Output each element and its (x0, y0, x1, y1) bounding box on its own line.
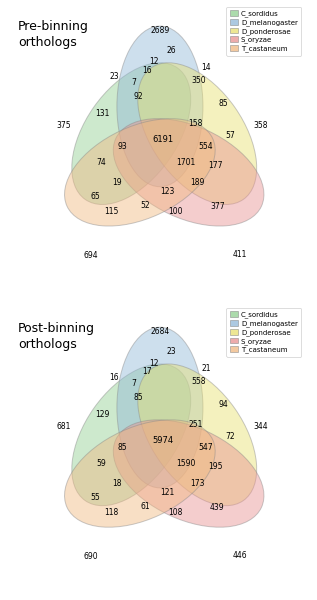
Legend: C_sordidus, D_melanogaster, D_ponderosae, S_oryzae, T_castaneum: C_sordidus, D_melanogaster, D_ponderosae… (226, 308, 301, 357)
Text: 23: 23 (167, 347, 176, 356)
Ellipse shape (117, 26, 203, 187)
Text: 129: 129 (95, 410, 110, 419)
Text: 16: 16 (109, 373, 119, 382)
Text: 6191: 6191 (152, 135, 173, 144)
Text: 85: 85 (218, 99, 228, 108)
Text: 93: 93 (118, 142, 127, 151)
Text: 85: 85 (118, 443, 127, 452)
Text: Pre-binning
orthologs: Pre-binning orthologs (18, 20, 89, 49)
Ellipse shape (138, 364, 257, 506)
Text: 558: 558 (191, 377, 206, 386)
Text: 85: 85 (133, 393, 143, 402)
Text: 375: 375 (56, 121, 71, 130)
Text: 131: 131 (95, 109, 110, 118)
Text: 12: 12 (149, 58, 159, 67)
Ellipse shape (117, 327, 203, 488)
Text: 12: 12 (149, 359, 159, 368)
Text: 55: 55 (91, 493, 100, 502)
Text: 123: 123 (160, 187, 174, 196)
Ellipse shape (65, 119, 215, 226)
Text: 21: 21 (201, 364, 210, 373)
Text: 189: 189 (190, 178, 204, 187)
Text: 681: 681 (57, 422, 71, 431)
Text: 690: 690 (84, 552, 98, 561)
Text: 100: 100 (168, 206, 183, 215)
Text: 59: 59 (96, 459, 106, 468)
Text: 358: 358 (253, 121, 268, 130)
Text: 26: 26 (167, 46, 176, 55)
Text: 554: 554 (198, 142, 213, 151)
Ellipse shape (65, 420, 215, 527)
Text: 17: 17 (142, 367, 152, 376)
Text: 7: 7 (132, 77, 137, 86)
Text: 118: 118 (104, 508, 118, 517)
Text: 2689: 2689 (150, 26, 170, 35)
Text: 16: 16 (142, 66, 152, 75)
Text: 251: 251 (189, 420, 203, 429)
Text: 5974: 5974 (152, 436, 173, 445)
Text: 377: 377 (210, 202, 225, 211)
Legend: C_sordidus, D_melanogaster, D_ponderosae, S_oryzae, T_castaneum: C_sordidus, D_melanogaster, D_ponderosae… (226, 7, 301, 56)
Text: 108: 108 (169, 508, 183, 517)
Text: 195: 195 (209, 462, 223, 471)
Text: 23: 23 (109, 72, 119, 81)
Text: 92: 92 (133, 92, 143, 101)
Text: 52: 52 (141, 201, 150, 210)
Ellipse shape (72, 63, 191, 205)
Ellipse shape (113, 420, 264, 527)
Text: 350: 350 (191, 76, 206, 85)
Text: 7: 7 (132, 379, 137, 388)
Text: 61: 61 (141, 502, 150, 511)
Text: 446: 446 (233, 551, 248, 560)
Text: 1701: 1701 (176, 158, 195, 167)
Text: 158: 158 (189, 119, 203, 128)
Ellipse shape (138, 63, 257, 205)
Text: 121: 121 (160, 488, 174, 497)
Ellipse shape (72, 364, 191, 506)
Text: 2684: 2684 (150, 327, 170, 336)
Text: 177: 177 (209, 161, 223, 170)
Text: 173: 173 (190, 479, 204, 488)
Text: 547: 547 (198, 443, 213, 452)
Text: 94: 94 (218, 400, 228, 409)
Text: 411: 411 (233, 250, 248, 259)
Text: 694: 694 (84, 251, 98, 260)
Text: Post-binning
orthologs: Post-binning orthologs (18, 322, 95, 350)
Text: 65: 65 (91, 192, 100, 201)
Text: 344: 344 (253, 422, 268, 431)
Text: 1590: 1590 (176, 459, 196, 468)
Text: 57: 57 (225, 131, 235, 140)
Text: 439: 439 (210, 503, 225, 512)
Ellipse shape (113, 119, 264, 226)
Text: 18: 18 (112, 479, 122, 488)
Text: 19: 19 (112, 178, 122, 187)
Text: 14: 14 (201, 63, 210, 72)
Text: 115: 115 (104, 206, 118, 215)
Text: 72: 72 (225, 432, 235, 441)
Text: 74: 74 (96, 158, 106, 167)
